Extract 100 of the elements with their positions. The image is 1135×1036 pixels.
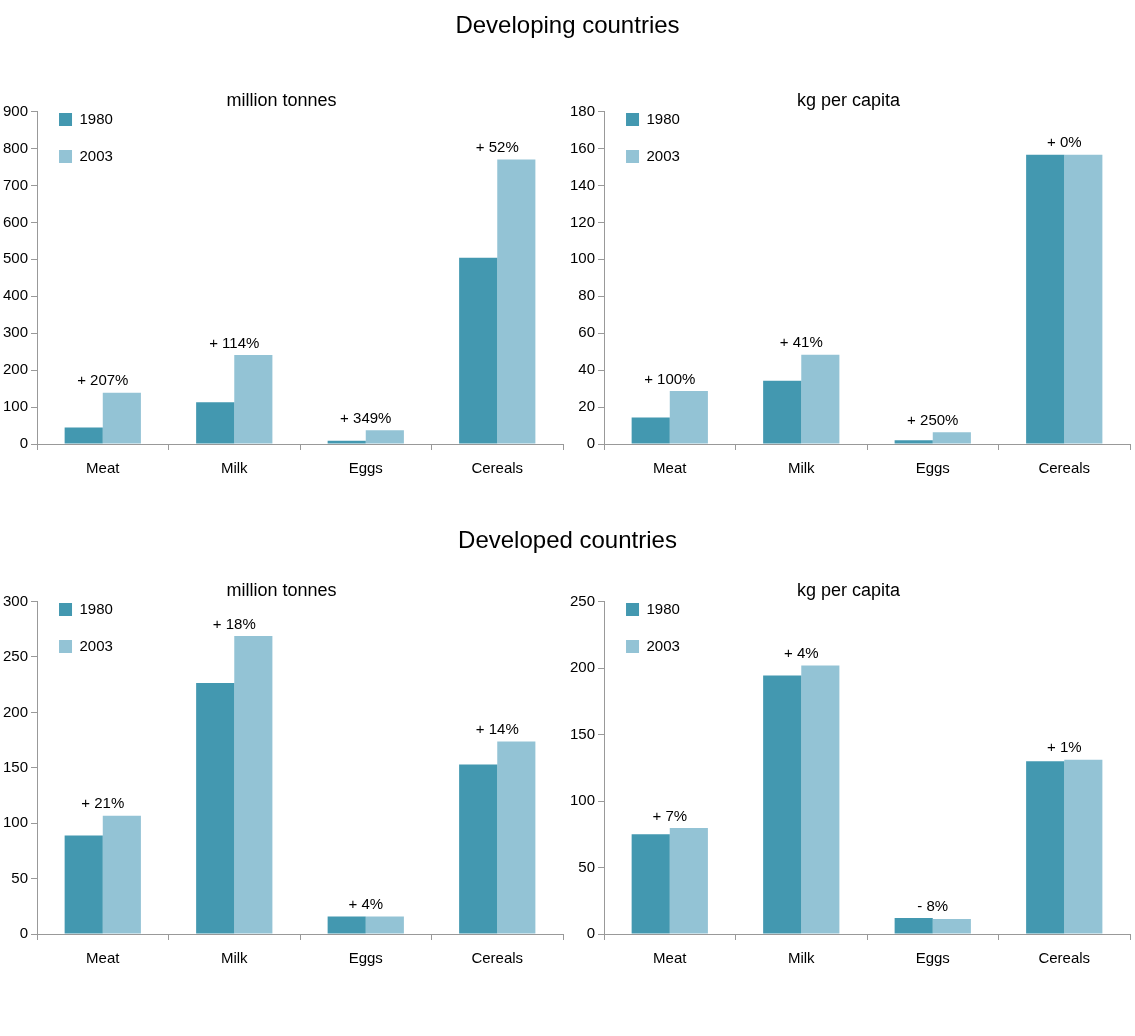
bar — [365, 916, 404, 934]
bar — [102, 392, 141, 444]
text: Developing countries — [454, 10, 681, 40]
y-tick-label: 200 — [3, 702, 29, 720]
bar — [102, 815, 141, 934]
annotation: + 14% — [475, 720, 519, 738]
bar — [1064, 759, 1103, 934]
annotation: + 41% — [779, 333, 823, 351]
y-tick-label: 800 — [3, 138, 29, 156]
y-tick-label: 900 — [3, 101, 29, 119]
y-tick-label: 500 — [3, 249, 29, 267]
annotation: + 7% — [652, 806, 688, 824]
x-tick-label: Eggs — [348, 949, 383, 967]
chart-title: kg per capita — [796, 579, 902, 600]
bar — [763, 675, 802, 934]
y-tick-label: 250 — [570, 591, 596, 609]
y-tick-label: 200 — [3, 360, 29, 378]
y-tick-label: 200 — [570, 658, 596, 676]
x-tick-label: Cereals — [1038, 949, 1091, 967]
annotation: + 1% — [1046, 738, 1082, 756]
bar — [327, 916, 366, 934]
y-tick-label: 100 — [570, 249, 596, 267]
bar — [234, 635, 273, 934]
bar — [64, 835, 103, 934]
y-tick-label: 20 — [578, 397, 596, 415]
bar — [894, 440, 933, 444]
y-tick-label: 160 — [570, 138, 596, 156]
y-tick-label: 60 — [578, 323, 596, 341]
bar — [196, 402, 235, 444]
annotation: + 18% — [212, 614, 256, 632]
y-tick-label: 300 — [3, 591, 29, 609]
y-tick-label: 180 — [570, 101, 596, 119]
legend-label: 1980 — [79, 599, 113, 617]
annotation: + 114% — [209, 333, 260, 351]
bar — [1064, 154, 1103, 444]
x-tick-label: Meat — [86, 459, 121, 477]
y-tick-label: 250 — [3, 647, 29, 665]
bar — [497, 741, 536, 934]
y-tick-label: 80 — [578, 286, 596, 304]
annotation: + 4% — [783, 644, 819, 662]
bar — [801, 354, 840, 444]
bar — [669, 828, 708, 934]
y-tick-label: 700 — [3, 175, 29, 193]
annotation: - 8% — [917, 896, 949, 914]
bar — [669, 391, 708, 444]
bar — [365, 430, 404, 444]
y-tick-label: 0 — [586, 924, 596, 942]
bar — [932, 918, 971, 934]
y-tick-label: 40 — [578, 360, 596, 378]
legend-label: 2003 — [79, 636, 113, 654]
bar — [894, 918, 933, 934]
x-tick-label: Eggs — [915, 459, 950, 477]
annotation: + 349% — [340, 408, 392, 426]
chart-title: million tonnes — [226, 579, 337, 600]
x-tick-label: Milk — [787, 949, 816, 967]
x-tick-label: Milk — [220, 459, 249, 477]
annotation: + 21% — [81, 794, 125, 812]
x-tick-label: Eggs — [915, 949, 950, 967]
x-tick-label: Milk — [220, 949, 249, 967]
x-tick-label: Meat — [86, 949, 121, 967]
bar — [196, 682, 235, 934]
bar — [1026, 761, 1065, 934]
bar — [64, 427, 103, 444]
y-tick-label: 100 — [3, 397, 29, 415]
annotation: + 250% — [907, 411, 959, 429]
bar — [459, 764, 498, 934]
bar — [1026, 154, 1065, 444]
annotation: + 207% — [77, 371, 129, 389]
y-tick-label: 0 — [586, 434, 596, 452]
x-tick-label: Meat — [653, 459, 688, 477]
y-tick-label: 400 — [3, 286, 29, 304]
legend-label: 2003 — [646, 636, 680, 654]
y-tick-label: 600 — [3, 212, 29, 230]
y-tick-label: 120 — [570, 212, 596, 230]
annotation: + 0% — [1046, 133, 1082, 151]
x-tick-label: Meat — [653, 949, 688, 967]
bar — [932, 432, 971, 444]
annotation: + 100% — [644, 369, 696, 387]
bar — [631, 834, 670, 934]
legend-label: 1980 — [646, 599, 680, 617]
chart-title: million tonnes — [226, 89, 337, 110]
text: Developed countries — [457, 525, 678, 555]
legend-label: 1980 — [646, 109, 680, 127]
chart-title: kg per capita — [796, 89, 902, 110]
annotation: + 4% — [348, 895, 384, 913]
y-tick-label: 100 — [570, 791, 596, 809]
x-tick-label: Milk — [787, 459, 816, 477]
y-tick-label: 300 — [3, 323, 29, 341]
y-tick-label: 150 — [3, 757, 29, 775]
y-tick-label: 100 — [3, 813, 29, 831]
legend-label: 2003 — [79, 146, 113, 164]
x-tick-label: Eggs — [348, 459, 383, 477]
bar — [497, 159, 536, 444]
bar — [327, 440, 366, 444]
bar — [234, 354, 273, 444]
y-tick-label: 0 — [19, 434, 29, 452]
y-tick-label: 150 — [570, 724, 596, 742]
x-tick-label: Cereals — [1038, 459, 1091, 477]
x-tick-label: Cereals — [471, 949, 524, 967]
bar — [763, 380, 802, 444]
